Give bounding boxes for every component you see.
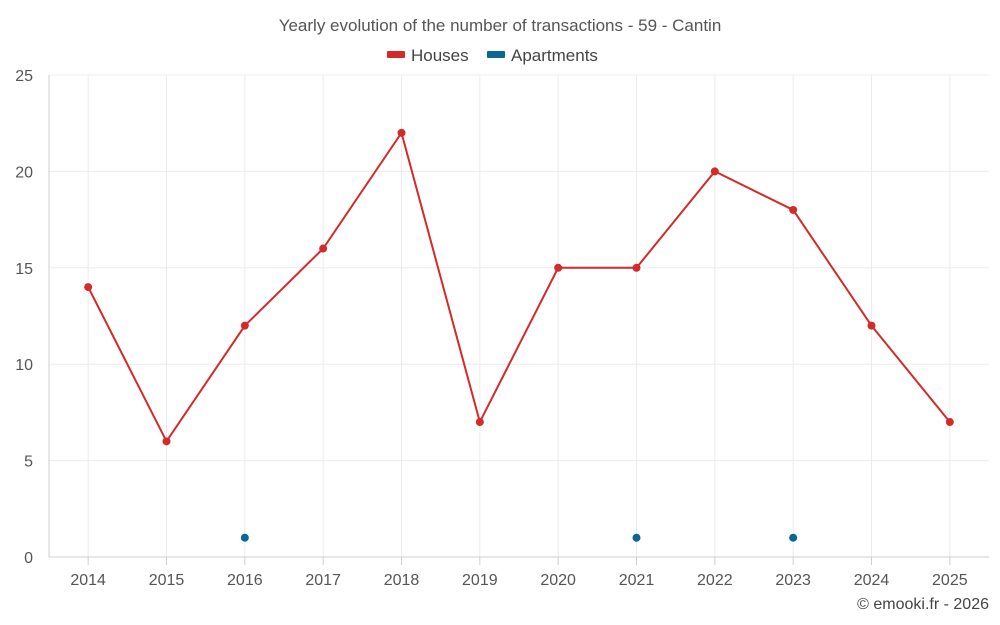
x-tick-label: 2022: [697, 572, 733, 589]
grid: [49, 74, 989, 557]
legend-item-apartments[interactable]: Apartments: [487, 46, 598, 65]
x-tick-label: 2018: [384, 572, 420, 589]
y-tick-label: 20: [15, 164, 33, 181]
x-tick-label: 2017: [305, 572, 341, 589]
houses-data-point[interactable]: [397, 128, 406, 137]
houses-data-point[interactable]: [319, 244, 328, 253]
axes: [48, 75, 989, 558]
y-tick-label: 0: [24, 550, 33, 567]
x-axis-ticks: 2014 2015 2016 2017 2018 2019 2020 2021 2022 2023…: [70, 557, 968, 589]
houses-data-point[interactable]: [554, 263, 563, 272]
credit-text: © emooki.fr - 2026: [857, 596, 989, 613]
y-tick-label: 15: [15, 261, 33, 278]
y-axis-ticks: 0 5 10 15 20 25: [15, 68, 33, 567]
legend-swatch-houses: [387, 51, 405, 58]
houses-data-point[interactable]: [867, 321, 876, 330]
x-tick-label: 2024: [854, 572, 890, 589]
houses-data-point[interactable]: [632, 263, 641, 272]
chart-title: Yearly evolution of the number of transa…: [279, 16, 722, 35]
legend-label-houses: Houses: [411, 46, 469, 65]
apartments-data-point[interactable]: [789, 533, 798, 542]
houses-data-point[interactable]: [162, 437, 171, 446]
houses-data-point[interactable]: [710, 167, 719, 176]
legend[interactable]: Houses Apartments: [387, 46, 598, 65]
x-tick-label: 2020: [540, 572, 576, 589]
houses-data-point[interactable]: [240, 321, 249, 330]
legend-item-houses[interactable]: Houses: [387, 46, 469, 65]
y-tick-label: 10: [15, 357, 33, 374]
x-tick-label: 2015: [149, 572, 185, 589]
legend-swatch-apartments: [487, 51, 505, 58]
x-tick-label: 2021: [619, 572, 655, 589]
houses-data-point[interactable]: [945, 418, 954, 427]
houses-data-point[interactable]: [475, 418, 484, 427]
x-tick-label: 2016: [227, 572, 263, 589]
x-tick-label: 2019: [462, 572, 498, 589]
y-tick-label: 25: [15, 68, 33, 85]
x-tick-label: 2025: [932, 572, 968, 589]
y-tick-label: 5: [24, 454, 33, 471]
x-tick-label: 2023: [775, 572, 811, 589]
series-layer: [84, 128, 954, 542]
apartments-data-point[interactable]: [240, 533, 249, 542]
apartments-data-point[interactable]: [632, 533, 641, 542]
legend-label-apartments: Apartments: [511, 46, 598, 65]
x-tick-label: 2014: [70, 572, 106, 589]
houses-series-line: [87, 130, 951, 444]
houses-data-point[interactable]: [84, 283, 93, 292]
houses-data-point[interactable]: [789, 205, 798, 214]
